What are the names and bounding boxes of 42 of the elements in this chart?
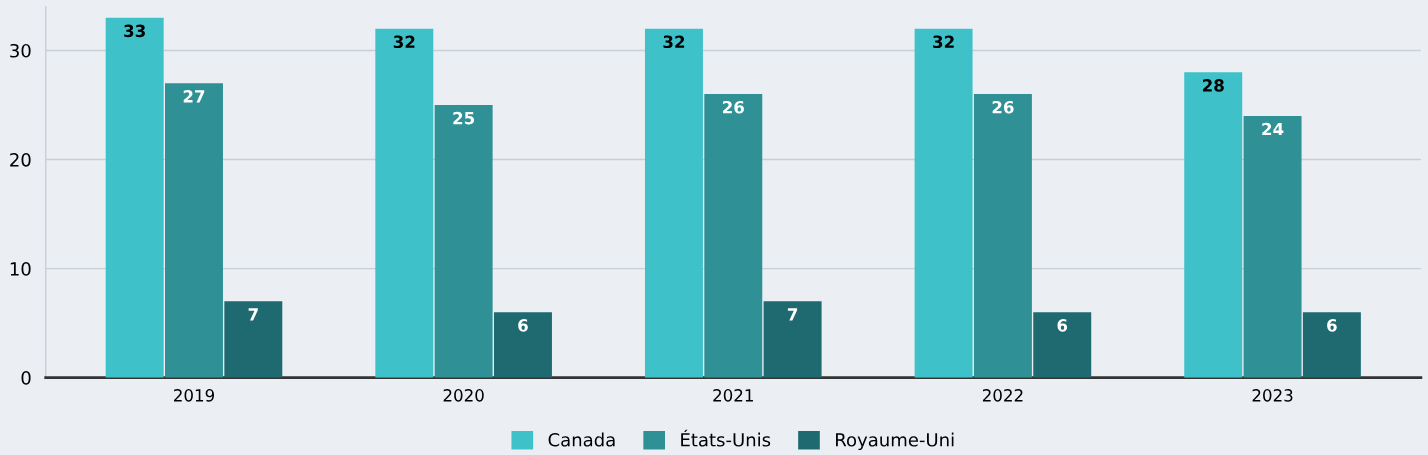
data-label: 33 — [124, 24, 145, 38]
data-label: 7 — [248, 308, 258, 321]
data-label: 32 — [933, 35, 954, 49]
x-tick-label: 2022 — [982, 389, 1023, 402]
bar — [1243, 115, 1302, 378]
y-tick-label: 20 — [10, 152, 31, 167]
bar — [1033, 312, 1092, 378]
x-tick-label: 2019 — [174, 389, 215, 402]
legend-label: États-Unis — [681, 429, 771, 447]
data-label: 6 — [1327, 319, 1337, 332]
legend-label: Royaume-Uni — [836, 432, 954, 451]
data-label: 26 — [992, 100, 1014, 114]
data-label: 32 — [663, 35, 685, 49]
data-label: 27 — [183, 90, 205, 103]
data-label: 6 — [518, 319, 528, 332]
data-label: 28 — [1202, 79, 1224, 92]
bar — [644, 28, 703, 378]
y-tick-label: 30 — [10, 43, 31, 58]
y-tick-label: 0 — [21, 371, 31, 385]
data-label: 24 — [1262, 122, 1284, 136]
legend-label: Canada — [548, 432, 615, 447]
data-label: 25 — [453, 111, 475, 125]
bar — [434, 104, 493, 378]
x-tick-label: 2021 — [713, 389, 753, 402]
y-tick-label: 10 — [10, 262, 31, 276]
bar — [704, 94, 763, 378]
bar — [105, 17, 164, 378]
bar — [914, 28, 973, 378]
data-label: 26 — [723, 100, 744, 114]
bar — [1184, 72, 1243, 378]
bar — [763, 301, 822, 378]
bar — [1302, 312, 1361, 378]
bar — [973, 94, 1032, 378]
bar — [224, 301, 283, 378]
data-label: 6 — [1057, 319, 1068, 332]
bar — [375, 28, 434, 378]
data-label: 7 — [787, 308, 798, 321]
data-label: 32 — [393, 35, 415, 49]
bar — [493, 312, 552, 378]
x-tick-label: 2020 — [443, 389, 484, 402]
bar — [165, 83, 223, 378]
x-tick-label: 2023 — [1252, 389, 1293, 402]
